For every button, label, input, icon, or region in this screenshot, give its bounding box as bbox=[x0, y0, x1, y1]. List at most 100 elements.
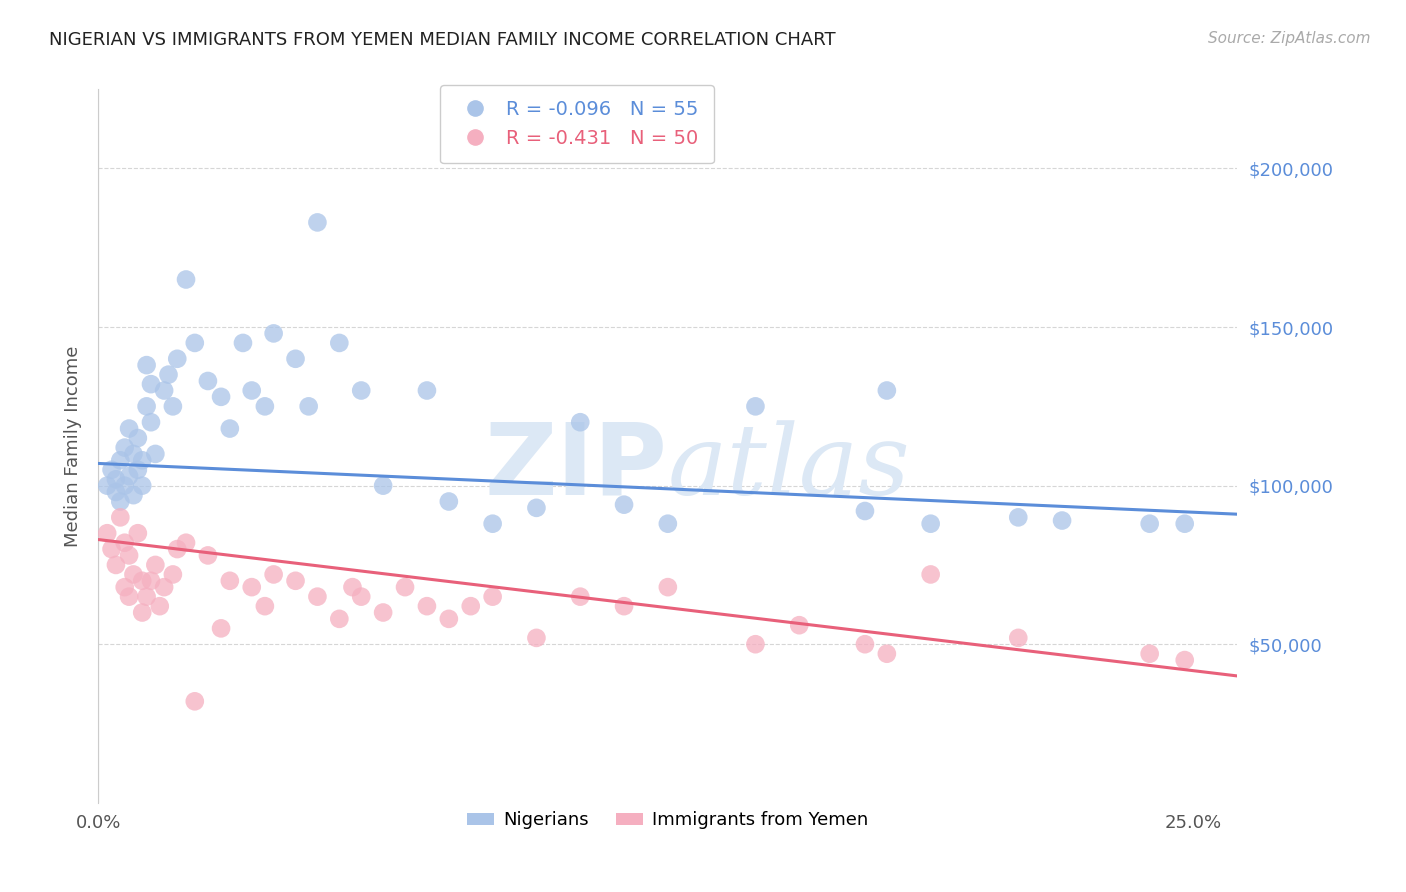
Point bbox=[350, 384, 373, 398]
Point bbox=[118, 421, 141, 435]
Point bbox=[263, 567, 285, 582]
Point bbox=[114, 535, 136, 549]
Point bbox=[135, 358, 157, 372]
Point bbox=[876, 384, 898, 398]
Point bbox=[744, 637, 766, 651]
Point bbox=[240, 580, 263, 594]
Point bbox=[240, 384, 263, 398]
Point bbox=[135, 590, 157, 604]
Point bbox=[1007, 631, 1029, 645]
Text: ZIP: ZIP bbox=[485, 419, 668, 516]
Point bbox=[153, 384, 176, 398]
Point bbox=[118, 590, 141, 604]
Point bbox=[122, 567, 145, 582]
Point bbox=[328, 612, 350, 626]
Point bbox=[460, 599, 482, 614]
Point bbox=[114, 478, 136, 492]
Point bbox=[118, 549, 141, 563]
Point bbox=[1139, 647, 1161, 661]
Point bbox=[127, 526, 149, 541]
Point bbox=[100, 542, 122, 557]
Point bbox=[371, 478, 394, 492]
Point bbox=[481, 590, 503, 604]
Point bbox=[1174, 653, 1197, 667]
Point bbox=[307, 215, 329, 229]
Point bbox=[139, 377, 162, 392]
Point bbox=[145, 558, 166, 572]
Point bbox=[657, 580, 679, 594]
Point bbox=[157, 368, 180, 382]
Point bbox=[1139, 516, 1161, 531]
Point bbox=[149, 599, 172, 614]
Point bbox=[853, 504, 876, 518]
Point bbox=[787, 618, 810, 632]
Point bbox=[184, 335, 207, 350]
Point bbox=[437, 612, 460, 626]
Point bbox=[744, 400, 766, 414]
Point bbox=[613, 498, 636, 512]
Point bbox=[1174, 516, 1197, 531]
Point bbox=[416, 384, 439, 398]
Point bbox=[569, 590, 592, 604]
Point bbox=[613, 599, 636, 614]
Point bbox=[263, 326, 285, 341]
Point bbox=[298, 400, 321, 414]
Point bbox=[139, 415, 162, 429]
Point bbox=[526, 500, 548, 515]
Point bbox=[209, 621, 232, 635]
Point bbox=[131, 574, 153, 588]
Point bbox=[853, 637, 876, 651]
Point bbox=[110, 453, 132, 467]
Legend: Nigerians, Immigrants from Yemen: Nigerians, Immigrants from Yemen bbox=[460, 805, 876, 837]
Point bbox=[253, 400, 276, 414]
Point bbox=[307, 590, 329, 604]
Point bbox=[1007, 510, 1029, 524]
Point bbox=[145, 447, 166, 461]
Text: NIGERIAN VS IMMIGRANTS FROM YEMEN MEDIAN FAMILY INCOME CORRELATION CHART: NIGERIAN VS IMMIGRANTS FROM YEMEN MEDIAN… bbox=[49, 31, 835, 49]
Point bbox=[218, 574, 240, 588]
Point bbox=[135, 400, 157, 414]
Point bbox=[437, 494, 460, 508]
Point bbox=[162, 567, 184, 582]
Point bbox=[1050, 514, 1073, 528]
Text: atlas: atlas bbox=[668, 420, 911, 515]
Point bbox=[114, 441, 136, 455]
Point bbox=[127, 463, 149, 477]
Point bbox=[104, 485, 127, 500]
Point bbox=[920, 516, 942, 531]
Point bbox=[569, 415, 592, 429]
Point bbox=[174, 535, 197, 549]
Point bbox=[100, 463, 122, 477]
Point bbox=[876, 647, 898, 661]
Point bbox=[232, 335, 254, 350]
Point bbox=[197, 374, 219, 388]
Point bbox=[328, 335, 350, 350]
Point bbox=[110, 510, 132, 524]
Point bbox=[481, 516, 503, 531]
Point bbox=[122, 488, 145, 502]
Point bbox=[131, 453, 153, 467]
Point bbox=[139, 574, 162, 588]
Point bbox=[342, 580, 364, 594]
Point bbox=[174, 272, 197, 286]
Point bbox=[153, 580, 176, 594]
Point bbox=[526, 631, 548, 645]
Point bbox=[284, 574, 307, 588]
Point bbox=[104, 472, 127, 486]
Text: Source: ZipAtlas.com: Source: ZipAtlas.com bbox=[1208, 31, 1371, 46]
Point bbox=[131, 478, 153, 492]
Point bbox=[253, 599, 276, 614]
Point bbox=[184, 694, 207, 708]
Point bbox=[162, 400, 184, 414]
Point bbox=[657, 516, 679, 531]
Point bbox=[394, 580, 416, 594]
Y-axis label: Median Family Income: Median Family Income bbox=[63, 345, 82, 547]
Point bbox=[110, 494, 132, 508]
Point bbox=[114, 580, 136, 594]
Point bbox=[118, 469, 141, 483]
Point bbox=[166, 351, 188, 366]
Point bbox=[350, 590, 373, 604]
Point bbox=[920, 567, 942, 582]
Point bbox=[96, 526, 118, 541]
Point bbox=[209, 390, 232, 404]
